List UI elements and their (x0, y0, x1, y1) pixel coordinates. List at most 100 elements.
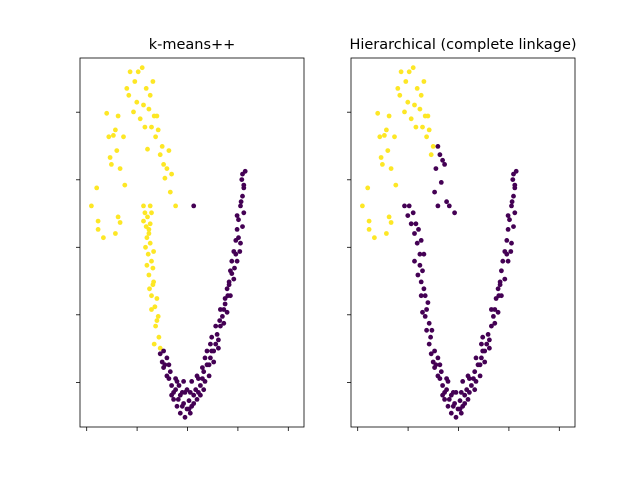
scatter-point-hierarchical-cluster1-30 (425, 113, 431, 119)
scatter-point-kmeans-cluster1-20 (139, 65, 145, 71)
scatter-point-hierarchical-cluster1-4 (380, 162, 385, 167)
scatter-point-kmeans-cluster1-10 (121, 134, 126, 140)
scatter-point-hierarchical-cluster1-40 (430, 144, 436, 149)
scatter-point-hierarchical-cluster1-0 (365, 185, 371, 191)
scatter-point-kmeans-cluster0-35 (214, 332, 220, 337)
scatter-point-kmeans-cluster1-75 (151, 249, 157, 254)
scatter-point-kmeans-cluster0-80 (202, 355, 208, 361)
scatter-point-kmeans-cluster0-36 (216, 337, 221, 343)
scatter-point-hierarchical-cluster0-62 (479, 355, 484, 361)
scatter-point-hierarchical-cluster0-18 (414, 240, 420, 246)
scatter-point-kmeans-cluster1-18 (135, 69, 141, 75)
scatter-point-kmeans-cluster1-67 (152, 304, 158, 310)
scatter-point-hierarchical-cluster1-27 (421, 79, 427, 84)
scatter-point-kmeans-cluster1-55 (144, 235, 150, 241)
subplot-kmeans: k-means++ (76, 37, 305, 431)
scatter-point-hierarchical-cluster0-102 (505, 258, 511, 264)
scatter-point-kmeans-cluster1-64 (147, 286, 152, 292)
scatter-point-hierarchical-cluster0-56 (469, 383, 474, 388)
scatter-point-kmeans-cluster1-42 (95, 227, 101, 232)
scatter-point-hierarchical-cluster0-121 (508, 249, 514, 254)
scatter-point-hierarchical-cluster0-110 (429, 327, 435, 333)
scatter-point-kmeans-cluster0-58 (177, 410, 183, 416)
scatter-point-kmeans-cluster1-16 (132, 79, 138, 84)
scatter-point-hierarchical-cluster0-0 (435, 144, 441, 149)
scatter-point-hierarchical-cluster0-96 (482, 348, 488, 354)
scatter-point-hierarchical-cluster0-124 (442, 397, 447, 402)
scatter-point-hierarchical-cluster1-8 (386, 113, 392, 119)
scatter-point-kmeans-cluster0-100 (208, 341, 213, 347)
scatter-point-kmeans-cluster1-13 (126, 92, 132, 98)
scatter-point-hierarchical-cluster0-126 (479, 341, 484, 347)
scatter-point-kmeans-cluster0-67 (221, 320, 227, 326)
scatter-point-kmeans-cluster1-3 (107, 155, 113, 160)
scatter-point-hierarchical-cluster1-18 (406, 69, 412, 75)
scatter-point-kmeans-cluster0-48 (236, 217, 241, 223)
scatter-point-hierarchical-cluster0-131 (415, 272, 421, 278)
scatter-point-kmeans-cluster0-95 (241, 185, 247, 191)
scatter-point-kmeans-cluster0-79 (194, 373, 200, 379)
scatter-point-kmeans-cluster0-86 (181, 379, 187, 384)
scatter-point-hierarchical-cluster0-23 (420, 268, 425, 274)
scatter-point-kmeans-cluster1-73 (149, 210, 154, 216)
scatter-point-kmeans-cluster0-37 (218, 323, 223, 329)
scatter-point-hierarchical-cluster0-78 (505, 227, 511, 232)
scatter-point-kmeans-cluster0-96 (171, 397, 177, 402)
scatter-point-hierarchical-cluster0-70 (492, 307, 498, 312)
subplot-title-hierarchical: Hierarchical (complete linkage) (349, 37, 576, 53)
scatter-point-kmeans-cluster1-50 (142, 210, 148, 216)
scatter-point-hierarchical-cluster1-7 (385, 148, 391, 154)
scatter-point-kmeans-cluster1-44 (113, 231, 118, 236)
scatter-point-kmeans-cluster0-73 (240, 224, 245, 230)
scatter-point-hierarchical-cluster1-15 (402, 109, 407, 115)
scatter-point-kmeans-cluster0-78 (187, 390, 193, 395)
scatter-point-hierarchical-cluster0-115 (465, 373, 471, 379)
scatter-point-hierarchical-cluster1-5 (382, 133, 387, 138)
scatter-point-hierarchical-cluster0-88 (445, 403, 451, 409)
scatter-point-kmeans-cluster0-21 (191, 392, 197, 398)
scatter-point-kmeans-cluster1-40 (169, 171, 175, 177)
scatter-point-kmeans-cluster1-63 (150, 265, 156, 271)
scatter-point-hierarchical-cluster1-29 (424, 134, 429, 140)
scatter-point-hierarchical-cluster0-130 (412, 258, 417, 264)
scatter-point-hierarchical-cluster0-132 (420, 309, 425, 315)
scatter-point-hierarchical-cluster0-77 (504, 238, 510, 243)
scatter-point-kmeans-cluster1-41 (89, 203, 94, 209)
scatter-point-kmeans-cluster1-12 (124, 86, 130, 91)
scatter-point-kmeans-cluster0-90 (213, 323, 219, 329)
scatter-point-hierarchical-cluster0-114 (458, 390, 464, 395)
scatter-point-kmeans-cluster1-49 (141, 203, 146, 209)
scatter-point-kmeans-cluster1-19 (137, 116, 143, 122)
scatter-point-kmeans-cluster0-71 (234, 258, 240, 264)
scatter-point-kmeans-cluster1-32 (155, 127, 161, 133)
scatter-point-kmeans-cluster0-72 (238, 240, 243, 246)
scatter-point-kmeans-cluster0-65 (211, 348, 217, 354)
scatter-point-hierarchical-cluster0-59 (473, 379, 479, 384)
scatter-point-hierarchical-cluster0-11 (402, 203, 407, 209)
scatter-point-kmeans-cluster1-77 (154, 318, 160, 323)
scatter-point-hierarchical-cluster0-125 (460, 379, 466, 384)
scatter-point-kmeans-cluster1-36 (162, 175, 168, 181)
scatter-point-kmeans-cluster1-45 (117, 220, 123, 225)
scatter-point-kmeans-cluster1-53 (145, 214, 150, 220)
scatter-point-kmeans-cluster0-105 (239, 177, 245, 183)
scatter-point-hierarchical-cluster1-14 (398, 69, 404, 75)
scatter-point-kmeans-cluster1-62 (149, 258, 154, 264)
scatter-point-kmeans-cluster0-99 (200, 365, 205, 370)
scatter-point-kmeans-cluster0-39 (221, 307, 227, 312)
scatter-point-hierarchical-cluster0-101 (502, 276, 508, 282)
scatter-point-kmeans-cluster1-59 (147, 240, 153, 246)
axis-ticks-hierarchical (347, 111, 560, 431)
scatter-point-kmeans-cluster1-43 (101, 235, 106, 241)
scatter-point-hierarchical-cluster0-65 (484, 341, 490, 347)
scatter-point-hierarchical-cluster1-33 (366, 227, 372, 232)
scatter-point-hierarchical-cluster0-30 (424, 327, 429, 333)
scatter-point-kmeans-cluster0-94 (238, 199, 244, 205)
scatter-point-hierarchical-cluster0-111 (437, 362, 443, 368)
scatter-point-kmeans-cluster0-84 (233, 251, 239, 257)
scatter-point-kmeans-cluster1-8 (115, 113, 121, 119)
scatter-point-kmeans-cluster1-25 (146, 106, 152, 112)
scatter-point-kmeans-cluster0-7 (167, 369, 173, 375)
scatter-point-hierarchical-cluster0-28 (425, 300, 431, 305)
scatter-point-kmeans-cluster0-33 (211, 359, 217, 365)
